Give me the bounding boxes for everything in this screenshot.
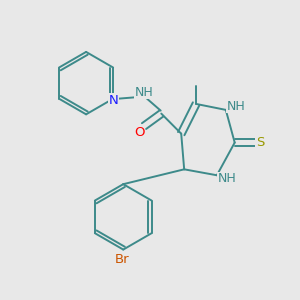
Text: NH: NH [135,86,154,99]
Text: Br: Br [115,253,129,266]
Text: N: N [109,94,118,107]
Text: O: O [134,126,145,139]
Text: NH: NH [218,172,237,185]
Text: S: S [256,136,265,149]
Text: NH: NH [227,100,246,113]
